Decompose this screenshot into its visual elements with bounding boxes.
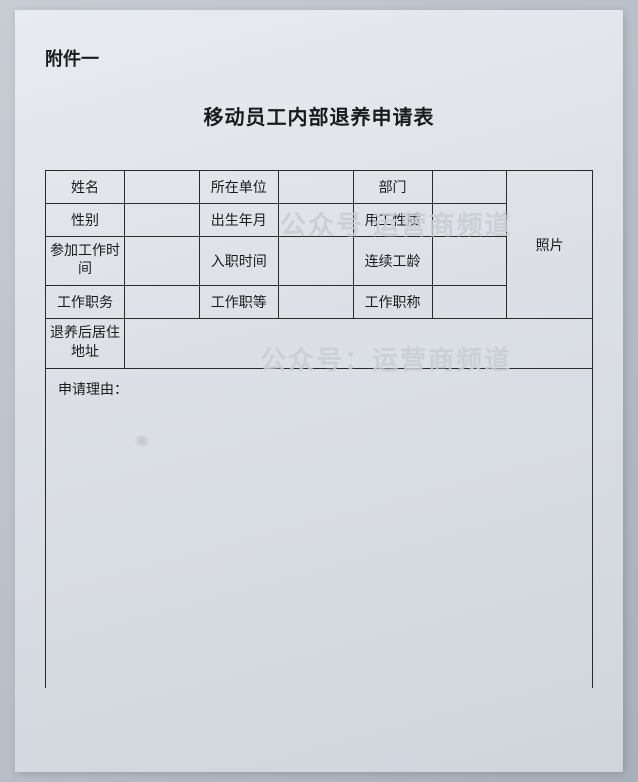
table-row: 退养后居住地址 (46, 319, 593, 368)
value-grade (278, 286, 353, 319)
value-hire-date (278, 237, 353, 286)
label-position: 工作职务 (46, 286, 125, 319)
reason-cell: 申请理由： (46, 368, 593, 688)
label-employment-type: 用工性质 (353, 204, 432, 237)
label-birthdate: 出生年月 (199, 204, 278, 237)
value-gender (125, 204, 200, 237)
label-gender: 性别 (46, 204, 125, 237)
label-title: 工作职称 (353, 286, 432, 319)
value-address (125, 319, 593, 368)
table-row: 姓名 所在单位 部门 照片 (46, 171, 593, 204)
label-hire-date: 入职时间 (199, 237, 278, 286)
label-unit: 所在单位 (199, 171, 278, 204)
value-work-start (125, 237, 200, 286)
value-birthdate (278, 204, 353, 237)
label-grade: 工作职等 (199, 286, 278, 319)
attachment-label: 附件一 (45, 45, 593, 71)
table-row-reason: 申请理由： (46, 368, 593, 688)
document-paper: 附件一 移动员工内部退养申请表 姓名 所在单位 部门 照片 性别 出生年月 用工… (15, 10, 623, 772)
label-address: 退养后居住地址 (46, 319, 125, 368)
value-title (432, 286, 507, 319)
value-employment-type (432, 204, 507, 237)
value-seniority (432, 237, 507, 286)
application-form-table: 姓名 所在单位 部门 照片 性别 出生年月 用工性质 参加工作时间 入职时间 连… (45, 170, 593, 688)
value-name (125, 171, 200, 204)
value-department (432, 171, 507, 204)
value-unit (278, 171, 353, 204)
label-work-start-text: 参加工作时间 (50, 244, 120, 277)
label-seniority: 连续工龄 (353, 237, 432, 286)
form-title: 移动员工内部退养申请表 (45, 101, 593, 130)
label-work-start: 参加工作时间 (46, 237, 125, 286)
label-name: 姓名 (46, 171, 125, 204)
label-department: 部门 (353, 171, 432, 204)
photo-cell: 照片 (507, 171, 593, 319)
value-position (125, 286, 200, 319)
label-address-text: 退养后居住地址 (50, 326, 120, 359)
